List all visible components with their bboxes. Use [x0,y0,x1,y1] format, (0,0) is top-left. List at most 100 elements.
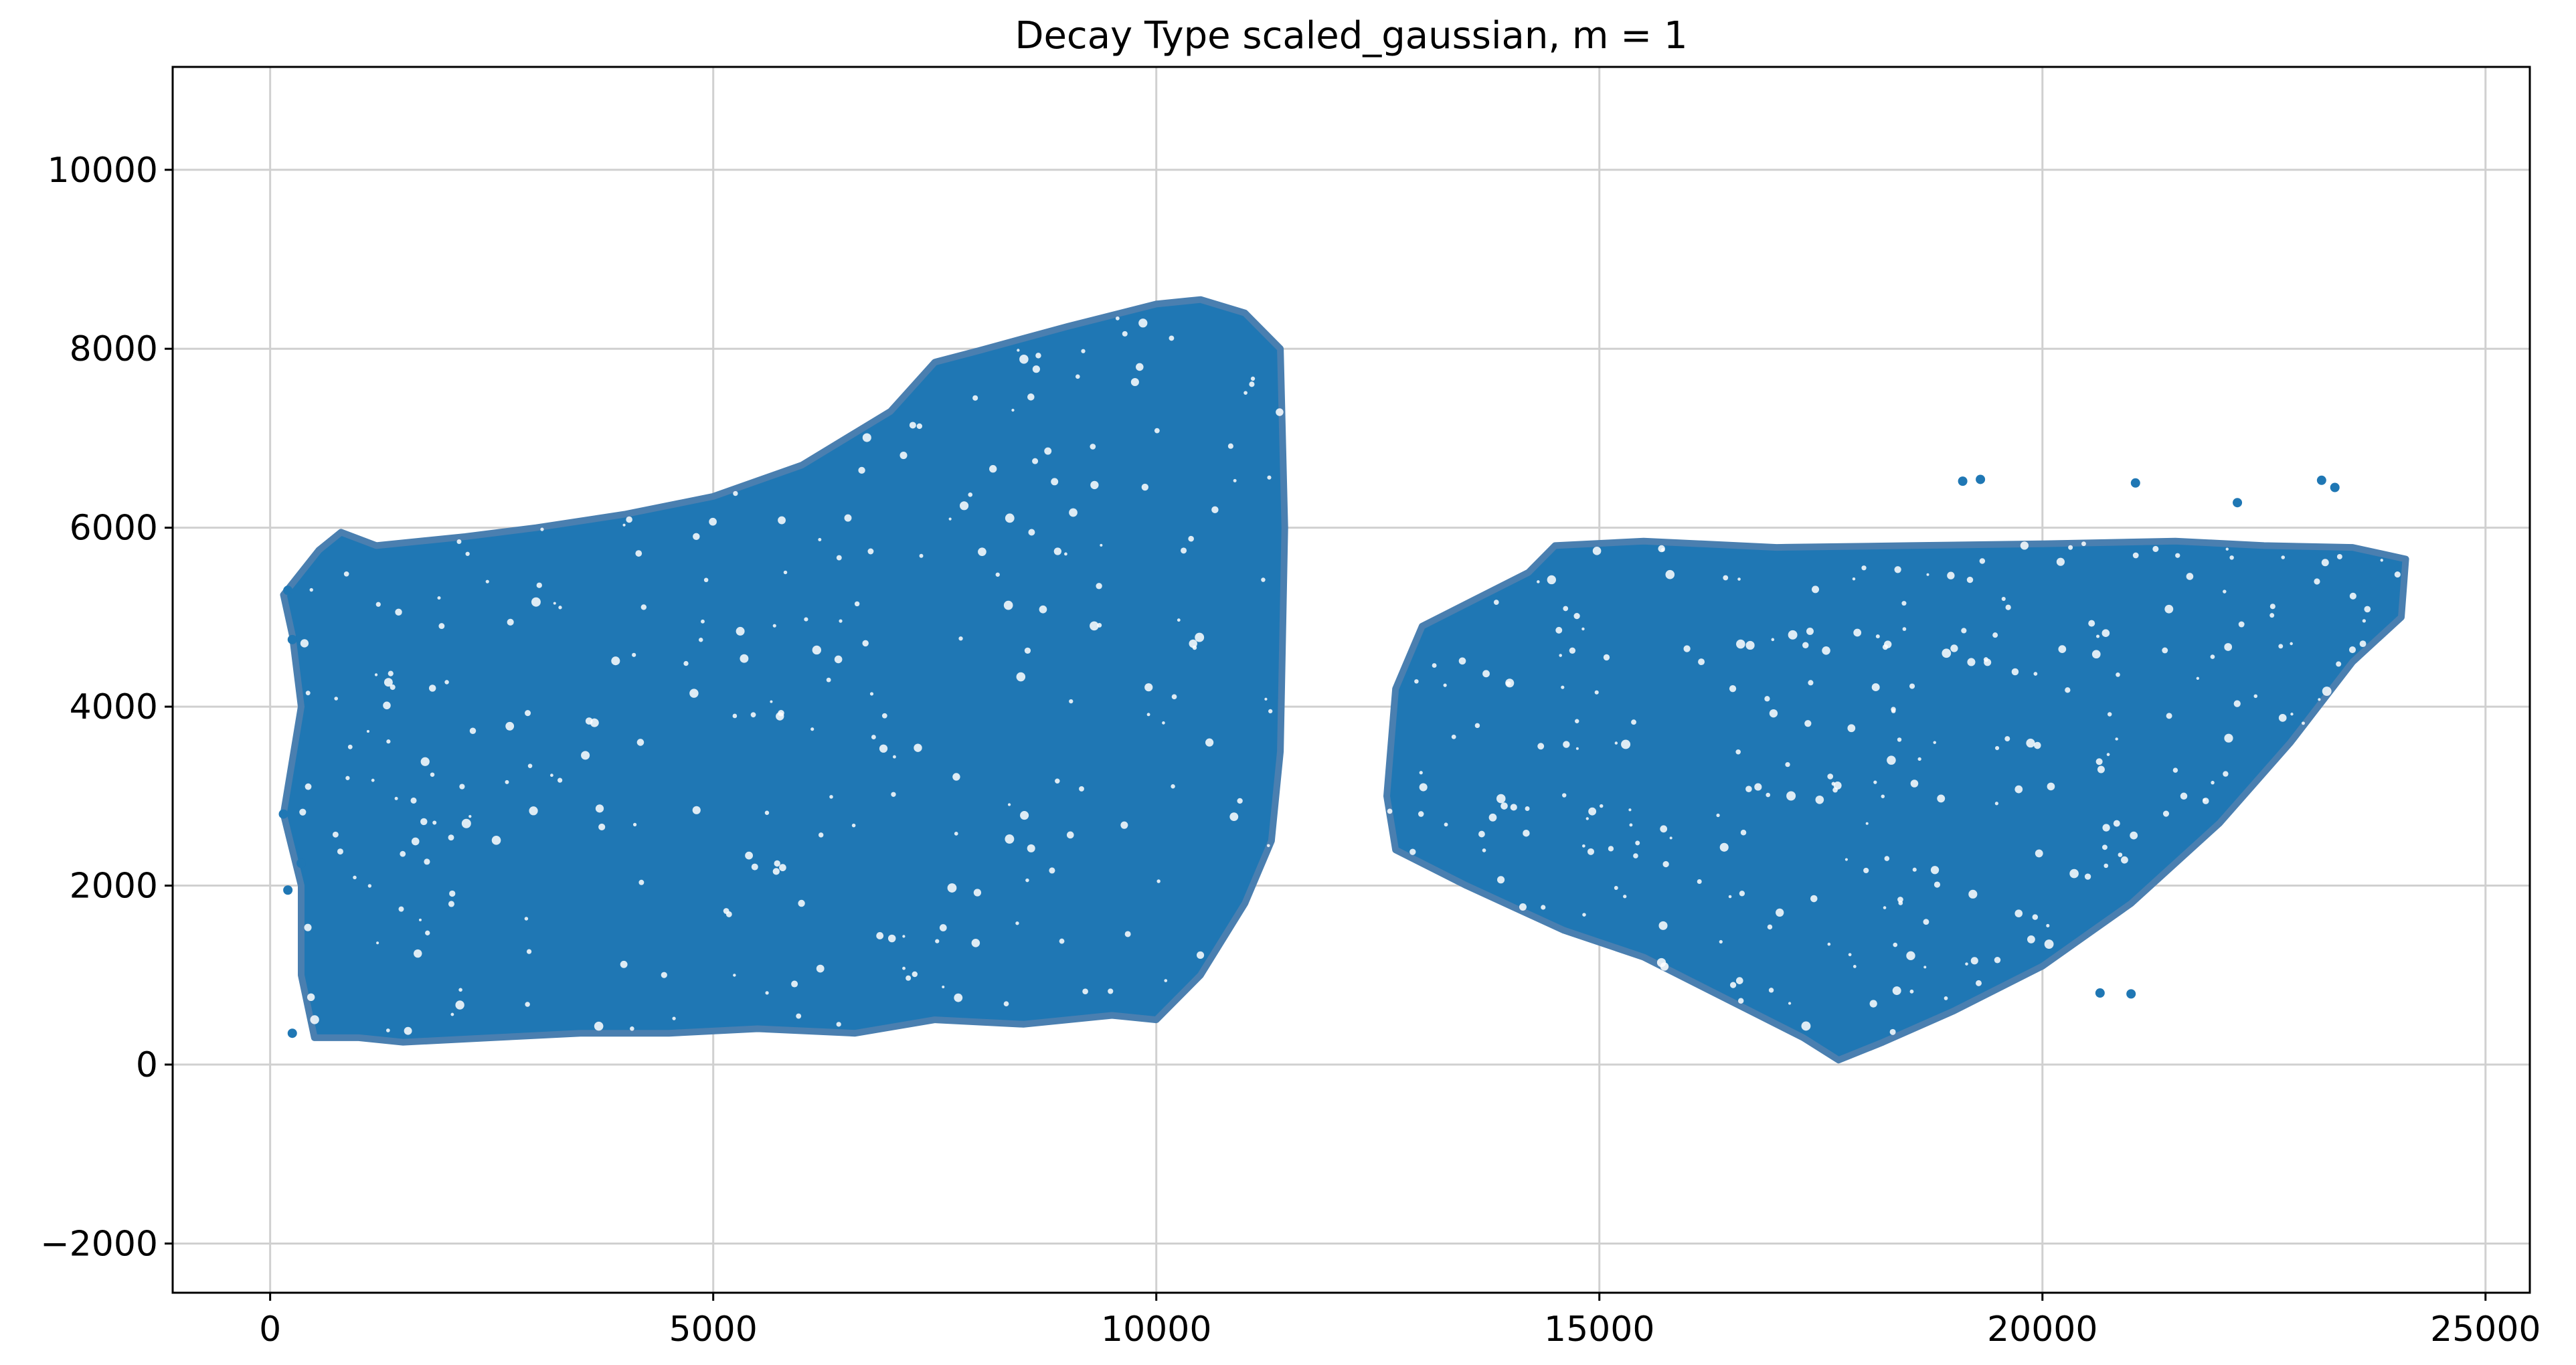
gap-mark [829,795,833,799]
gap-mark [2130,831,2138,840]
gap-mark [307,993,315,1002]
gap-mark [420,818,428,826]
gap-mark [1979,558,1986,564]
gap-mark [414,949,422,958]
gap-mark [1506,681,1511,687]
gap-mark [698,638,703,642]
gap-mark [1261,577,1266,582]
gap-mark [1769,709,1778,718]
gap-mark [1608,846,1614,852]
gap-mark [2269,613,2275,618]
gap-mark [2102,824,2110,832]
gap-mark [887,934,896,943]
x-tick-label: 10000 [1101,1309,1211,1350]
gap-mark [1419,771,1423,775]
gap-mark [2005,604,2011,610]
gap-mark [1195,632,1205,642]
gap-mark [1482,670,1490,678]
gap-mark [1912,867,1917,872]
gap-mark [386,739,391,744]
gap-mark [1767,924,1773,930]
gap-mark [353,875,357,880]
gap-mark [2097,765,2105,774]
gap-mark [1581,844,1585,848]
gap-mark [1266,844,1270,848]
gap-mark [826,677,831,682]
gap-mark [1493,600,1499,605]
gap-mark [1451,734,1456,739]
outlier-point [2130,478,2140,488]
y-tick-label: 8000 [70,329,158,369]
gap-mark [367,884,372,888]
gap-mark [1804,720,1812,727]
gap-mark [2203,798,2206,802]
gap-mark [581,751,590,760]
gap-mark [1768,988,1774,993]
outlier-point [2095,988,2105,998]
gap-mark [1587,848,1594,855]
gap-mark [1875,634,1880,639]
gap-mark [1162,721,1165,725]
gap-mark [299,808,307,816]
gap-mark [1563,741,1570,748]
gap-mark [2290,642,2293,646]
gap-mark [1944,996,1948,1000]
gap-mark [1802,642,1809,648]
outlier-point [2233,498,2243,508]
gap-mark [834,655,843,664]
gap-mark [1478,830,1485,838]
gap-mark [304,923,312,931]
gap-mark [1863,867,1869,874]
gap-mark [812,645,822,655]
gap-mark [505,721,515,731]
gap-mark [1698,658,1705,666]
gap-mark [1716,813,1720,818]
gap-mark [2175,553,2180,558]
gap-mark [798,899,805,907]
gap-mark [459,784,465,790]
gap-mark [1812,585,1820,594]
gap-mark [958,636,963,641]
gap-mark [2065,687,2071,693]
gap-mark [1766,792,1771,798]
gap-mark [491,836,501,845]
gap-mark [723,908,729,914]
gap-mark [1537,580,1540,583]
gap-mark [1635,840,1640,846]
gap-mark [375,602,381,607]
gap-mark [1079,786,1084,792]
gap-mark [774,860,780,867]
gap-mark [1144,683,1153,692]
gap-mark [2253,694,2258,699]
gap-mark [2026,738,2035,748]
gap-mark [947,883,957,893]
gap-mark [772,624,776,628]
gap-mark [1227,443,1233,449]
gap-mark [395,608,402,616]
gap-mark [458,988,462,992]
gap-mark [1028,529,1035,536]
gap-mark [1827,942,1831,946]
gap-mark [418,918,422,921]
gap-mark [1069,508,1078,517]
gap-mark [1801,1021,1811,1031]
gap-mark [540,527,544,531]
gap-mark [432,820,437,825]
gap-mark [1745,640,1755,650]
gap-mark [770,700,773,703]
gap-mark [2238,621,2245,628]
gap-mark [844,514,852,522]
gap-mark [2223,771,2229,777]
gap-mark [1683,645,1691,652]
gap-mark [1729,685,1737,693]
gap-mark [1853,628,1862,637]
point-cloud-region-1 [280,296,1288,1046]
gap-mark [1808,680,1814,686]
gap-mark [683,660,689,666]
gap-mark [1069,699,1074,704]
gap-mark [1934,881,1941,888]
gap-mark [778,710,784,717]
gap-mark [2068,545,2073,550]
gap-mark [862,433,871,442]
gap-mark [1409,848,1416,855]
